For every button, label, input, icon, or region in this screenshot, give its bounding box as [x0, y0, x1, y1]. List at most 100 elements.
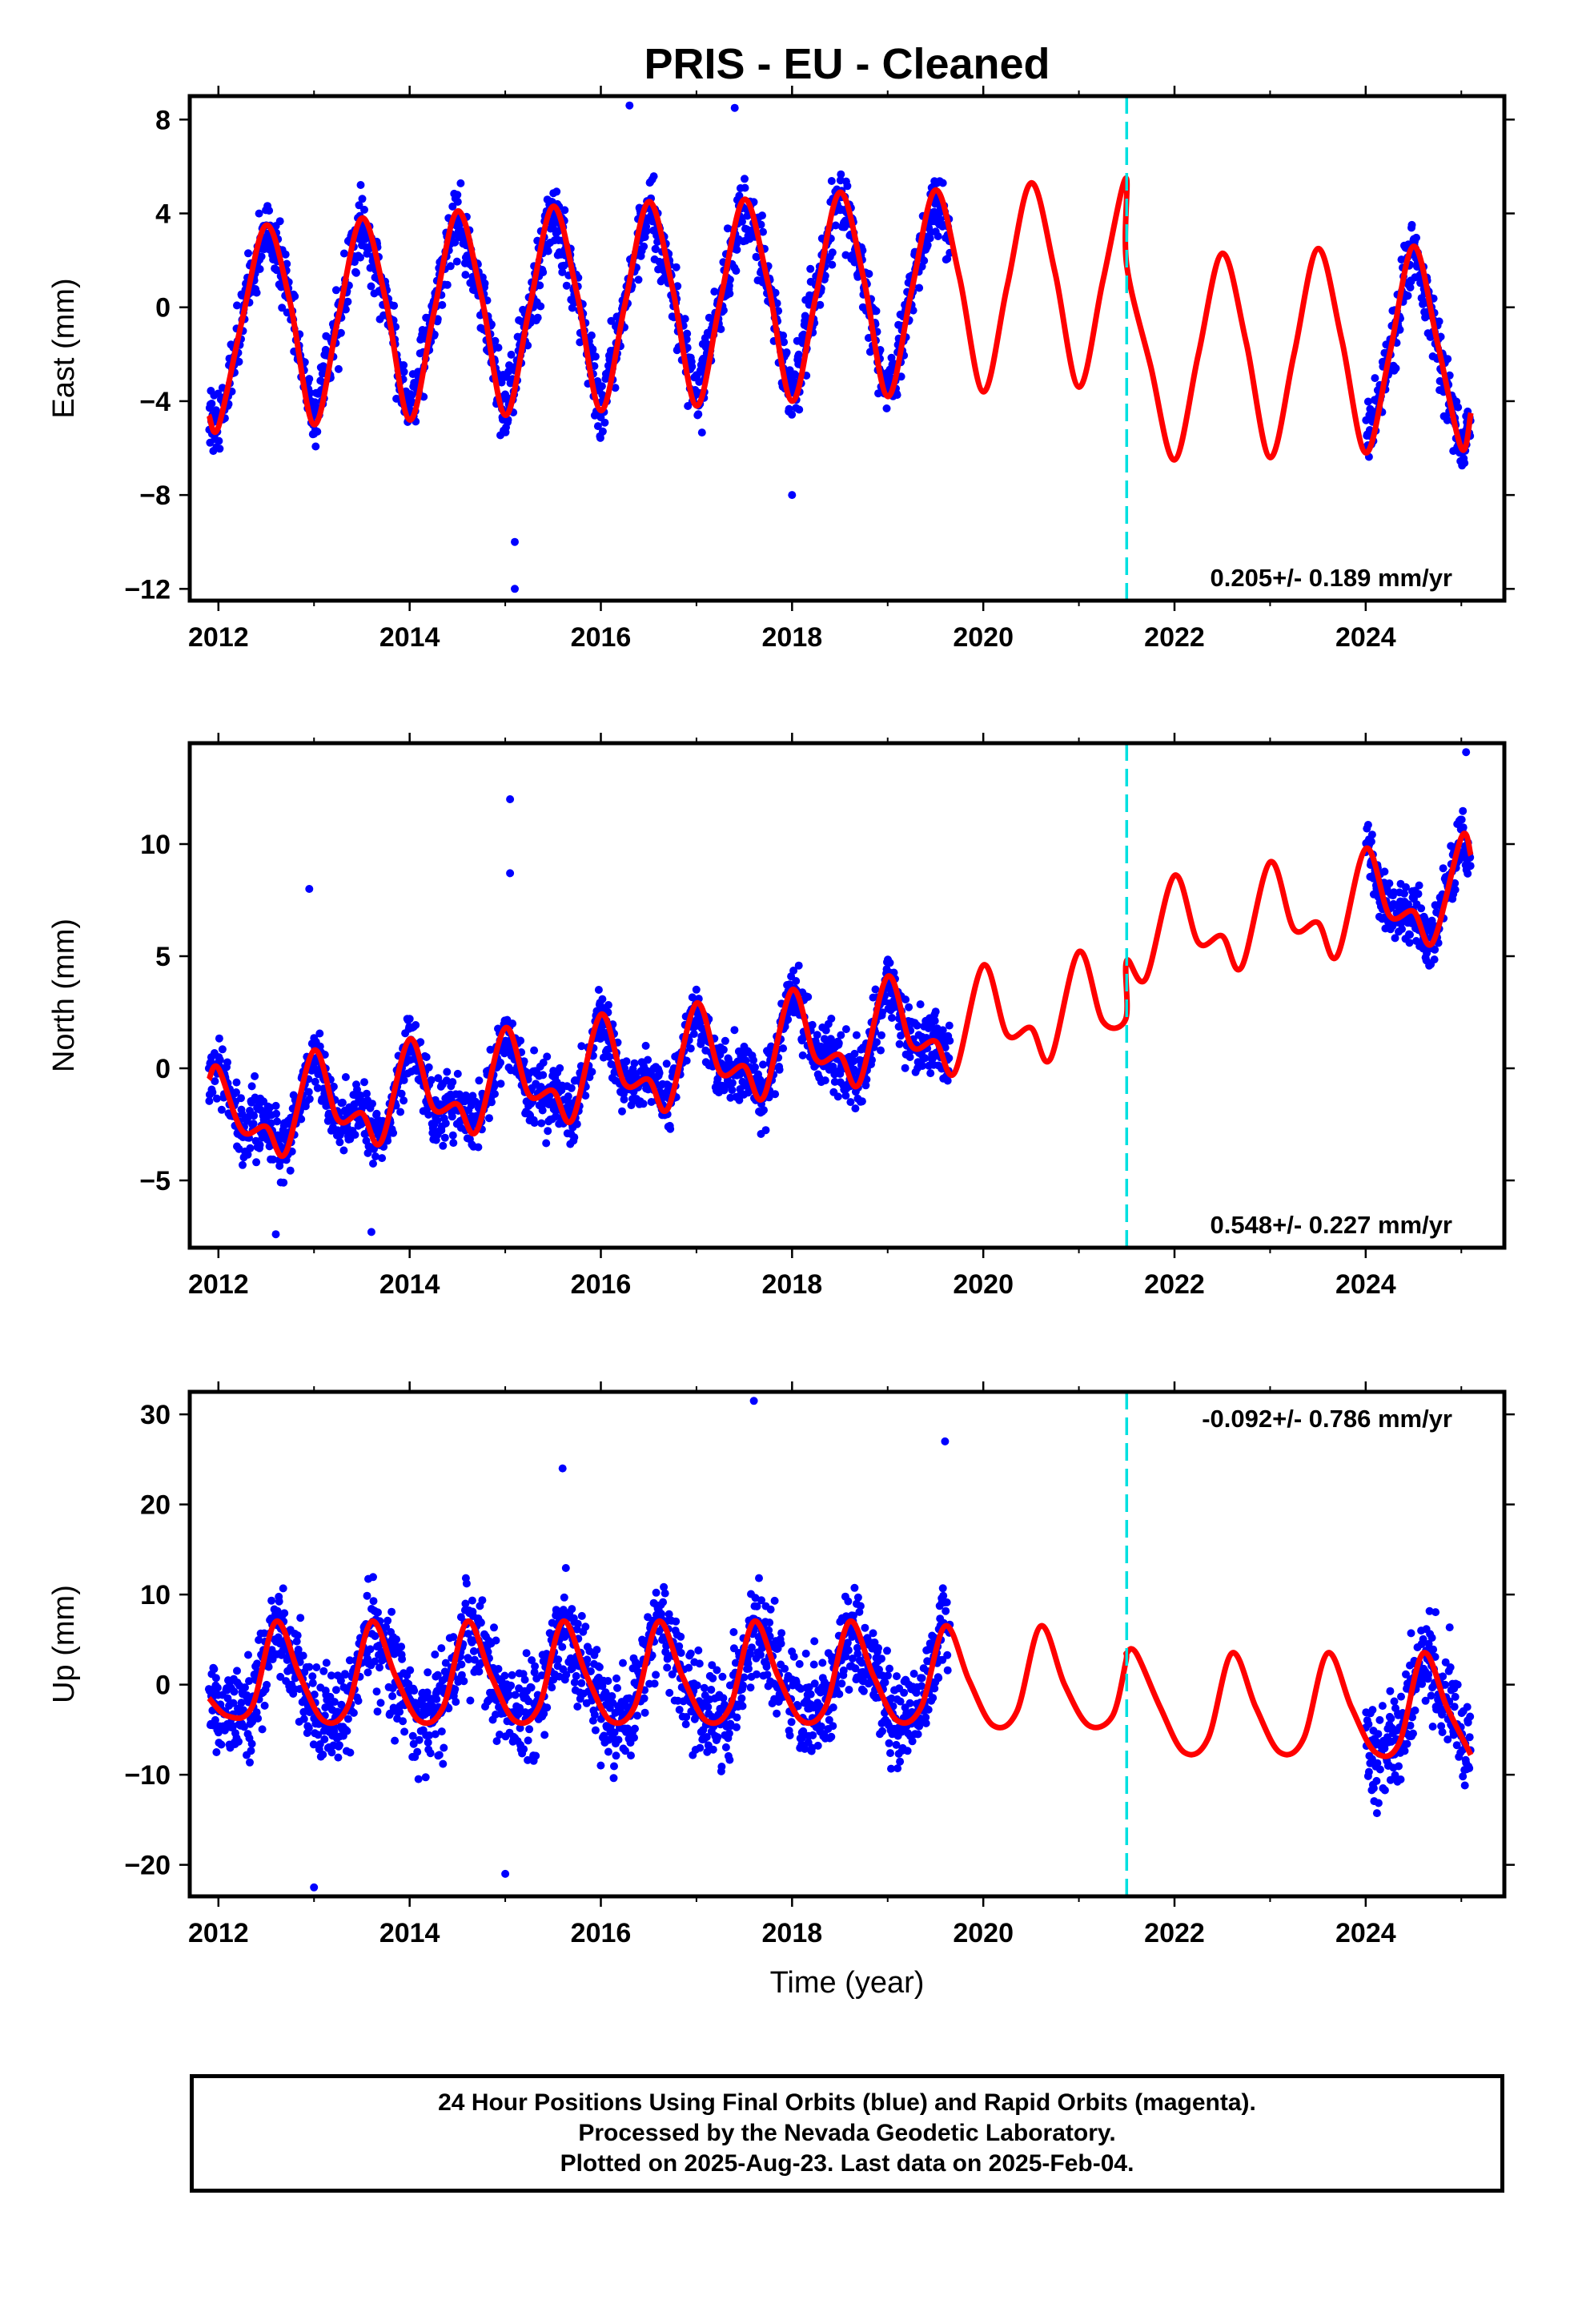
- data-point: [821, 1026, 830, 1035]
- data-point: [351, 1131, 359, 1139]
- data-point: [424, 1063, 433, 1072]
- data-point: [1412, 233, 1420, 242]
- data-point: [675, 1642, 684, 1651]
- data-point: [841, 1025, 850, 1034]
- data-point: [314, 1731, 323, 1739]
- data-point: [434, 1074, 443, 1083]
- data-point: [341, 1671, 350, 1679]
- data-point: [640, 1694, 648, 1703]
- data-point: [652, 1671, 661, 1679]
- data-point: [613, 1683, 621, 1692]
- data-point: [784, 1015, 793, 1024]
- data-point: [682, 1056, 691, 1065]
- data-point: [530, 1046, 539, 1055]
- data-point: [795, 405, 804, 414]
- data-point: [505, 1691, 513, 1699]
- data-point: [335, 1138, 344, 1147]
- data-point: [218, 1045, 227, 1054]
- data-point: [448, 1112, 456, 1121]
- data-point: [439, 1141, 448, 1150]
- data-point: [721, 1743, 730, 1751]
- data-point: [292, 1637, 301, 1646]
- data-point: [410, 1687, 419, 1695]
- data-point: [522, 1649, 531, 1658]
- data-point: [1390, 888, 1398, 897]
- data-point: [871, 985, 880, 994]
- data-point: [391, 1736, 400, 1745]
- data-point: [232, 1078, 241, 1087]
- data-point: [338, 1098, 347, 1107]
- data-point: [725, 281, 733, 290]
- data-point: [604, 1747, 612, 1756]
- data-point: [424, 1668, 432, 1677]
- x-tick-label: 2020: [953, 1269, 1014, 1300]
- data-point: [237, 1094, 245, 1103]
- data-point: [573, 1703, 582, 1711]
- data-point: [212, 1094, 221, 1103]
- data-point: [633, 1711, 641, 1720]
- data-point: [1443, 355, 1452, 364]
- data-point: [415, 1735, 424, 1744]
- data-point: [271, 1101, 280, 1110]
- data-point: [1454, 403, 1463, 412]
- data-point: [281, 250, 290, 259]
- data-point: [642, 227, 651, 235]
- data-point: [1460, 459, 1469, 468]
- data-point: [598, 427, 607, 436]
- data-point: [490, 1623, 498, 1632]
- rate-annotation: 0.548+/- 0.227 mm/yr: [1211, 1211, 1452, 1239]
- data-point: [299, 1651, 307, 1660]
- data-point: [1439, 864, 1447, 873]
- data-point: [398, 1655, 407, 1663]
- data-point: [247, 1082, 256, 1091]
- data-point: [709, 1745, 717, 1754]
- data-point: [630, 1059, 639, 1068]
- data-point: [208, 1088, 217, 1096]
- data-point: [273, 1117, 282, 1126]
- data-point: [497, 378, 506, 387]
- data-point: [443, 280, 452, 289]
- data-point: [492, 1737, 501, 1746]
- data-point: [850, 1049, 859, 1058]
- data-point: [794, 350, 803, 359]
- data-point: [422, 1053, 431, 1061]
- data-point: [617, 1708, 625, 1717]
- data-point: [468, 1596, 476, 1605]
- data-point: [718, 1672, 727, 1681]
- data-point: [710, 287, 719, 296]
- data-point: [263, 1680, 271, 1689]
- data-point: [433, 1671, 442, 1679]
- data-point: [1417, 904, 1426, 913]
- y-tick-label: −8: [139, 480, 171, 511]
- data-point: [677, 1632, 685, 1641]
- data-point: [556, 1063, 564, 1072]
- data-point: [322, 1659, 331, 1667]
- data-point: [707, 1686, 716, 1694]
- data-point: [612, 1674, 620, 1683]
- data-point: [558, 1642, 567, 1651]
- data-point: [833, 1092, 842, 1101]
- data-point: [207, 400, 216, 408]
- data-point: [267, 1119, 275, 1128]
- data-point: [437, 1644, 446, 1653]
- data-point: [525, 1725, 534, 1734]
- data-point: [244, 1651, 252, 1659]
- data-point: [265, 207, 274, 215]
- data-point: [659, 1598, 668, 1606]
- data-point: [375, 1641, 383, 1650]
- data-point: [1466, 862, 1475, 870]
- data-point: [865, 348, 874, 356]
- data-point: [893, 391, 901, 400]
- data-point: [1391, 364, 1400, 372]
- data-point: [610, 1728, 619, 1737]
- data-point: [475, 1076, 484, 1085]
- data-point: [767, 1042, 776, 1051]
- data-point: [627, 1751, 635, 1760]
- data-point: [771, 288, 780, 297]
- data-point: [861, 1081, 870, 1090]
- data-point: [309, 1064, 318, 1073]
- data-point: [408, 1731, 417, 1740]
- data-point: [478, 1596, 487, 1605]
- data-point: [412, 1021, 420, 1029]
